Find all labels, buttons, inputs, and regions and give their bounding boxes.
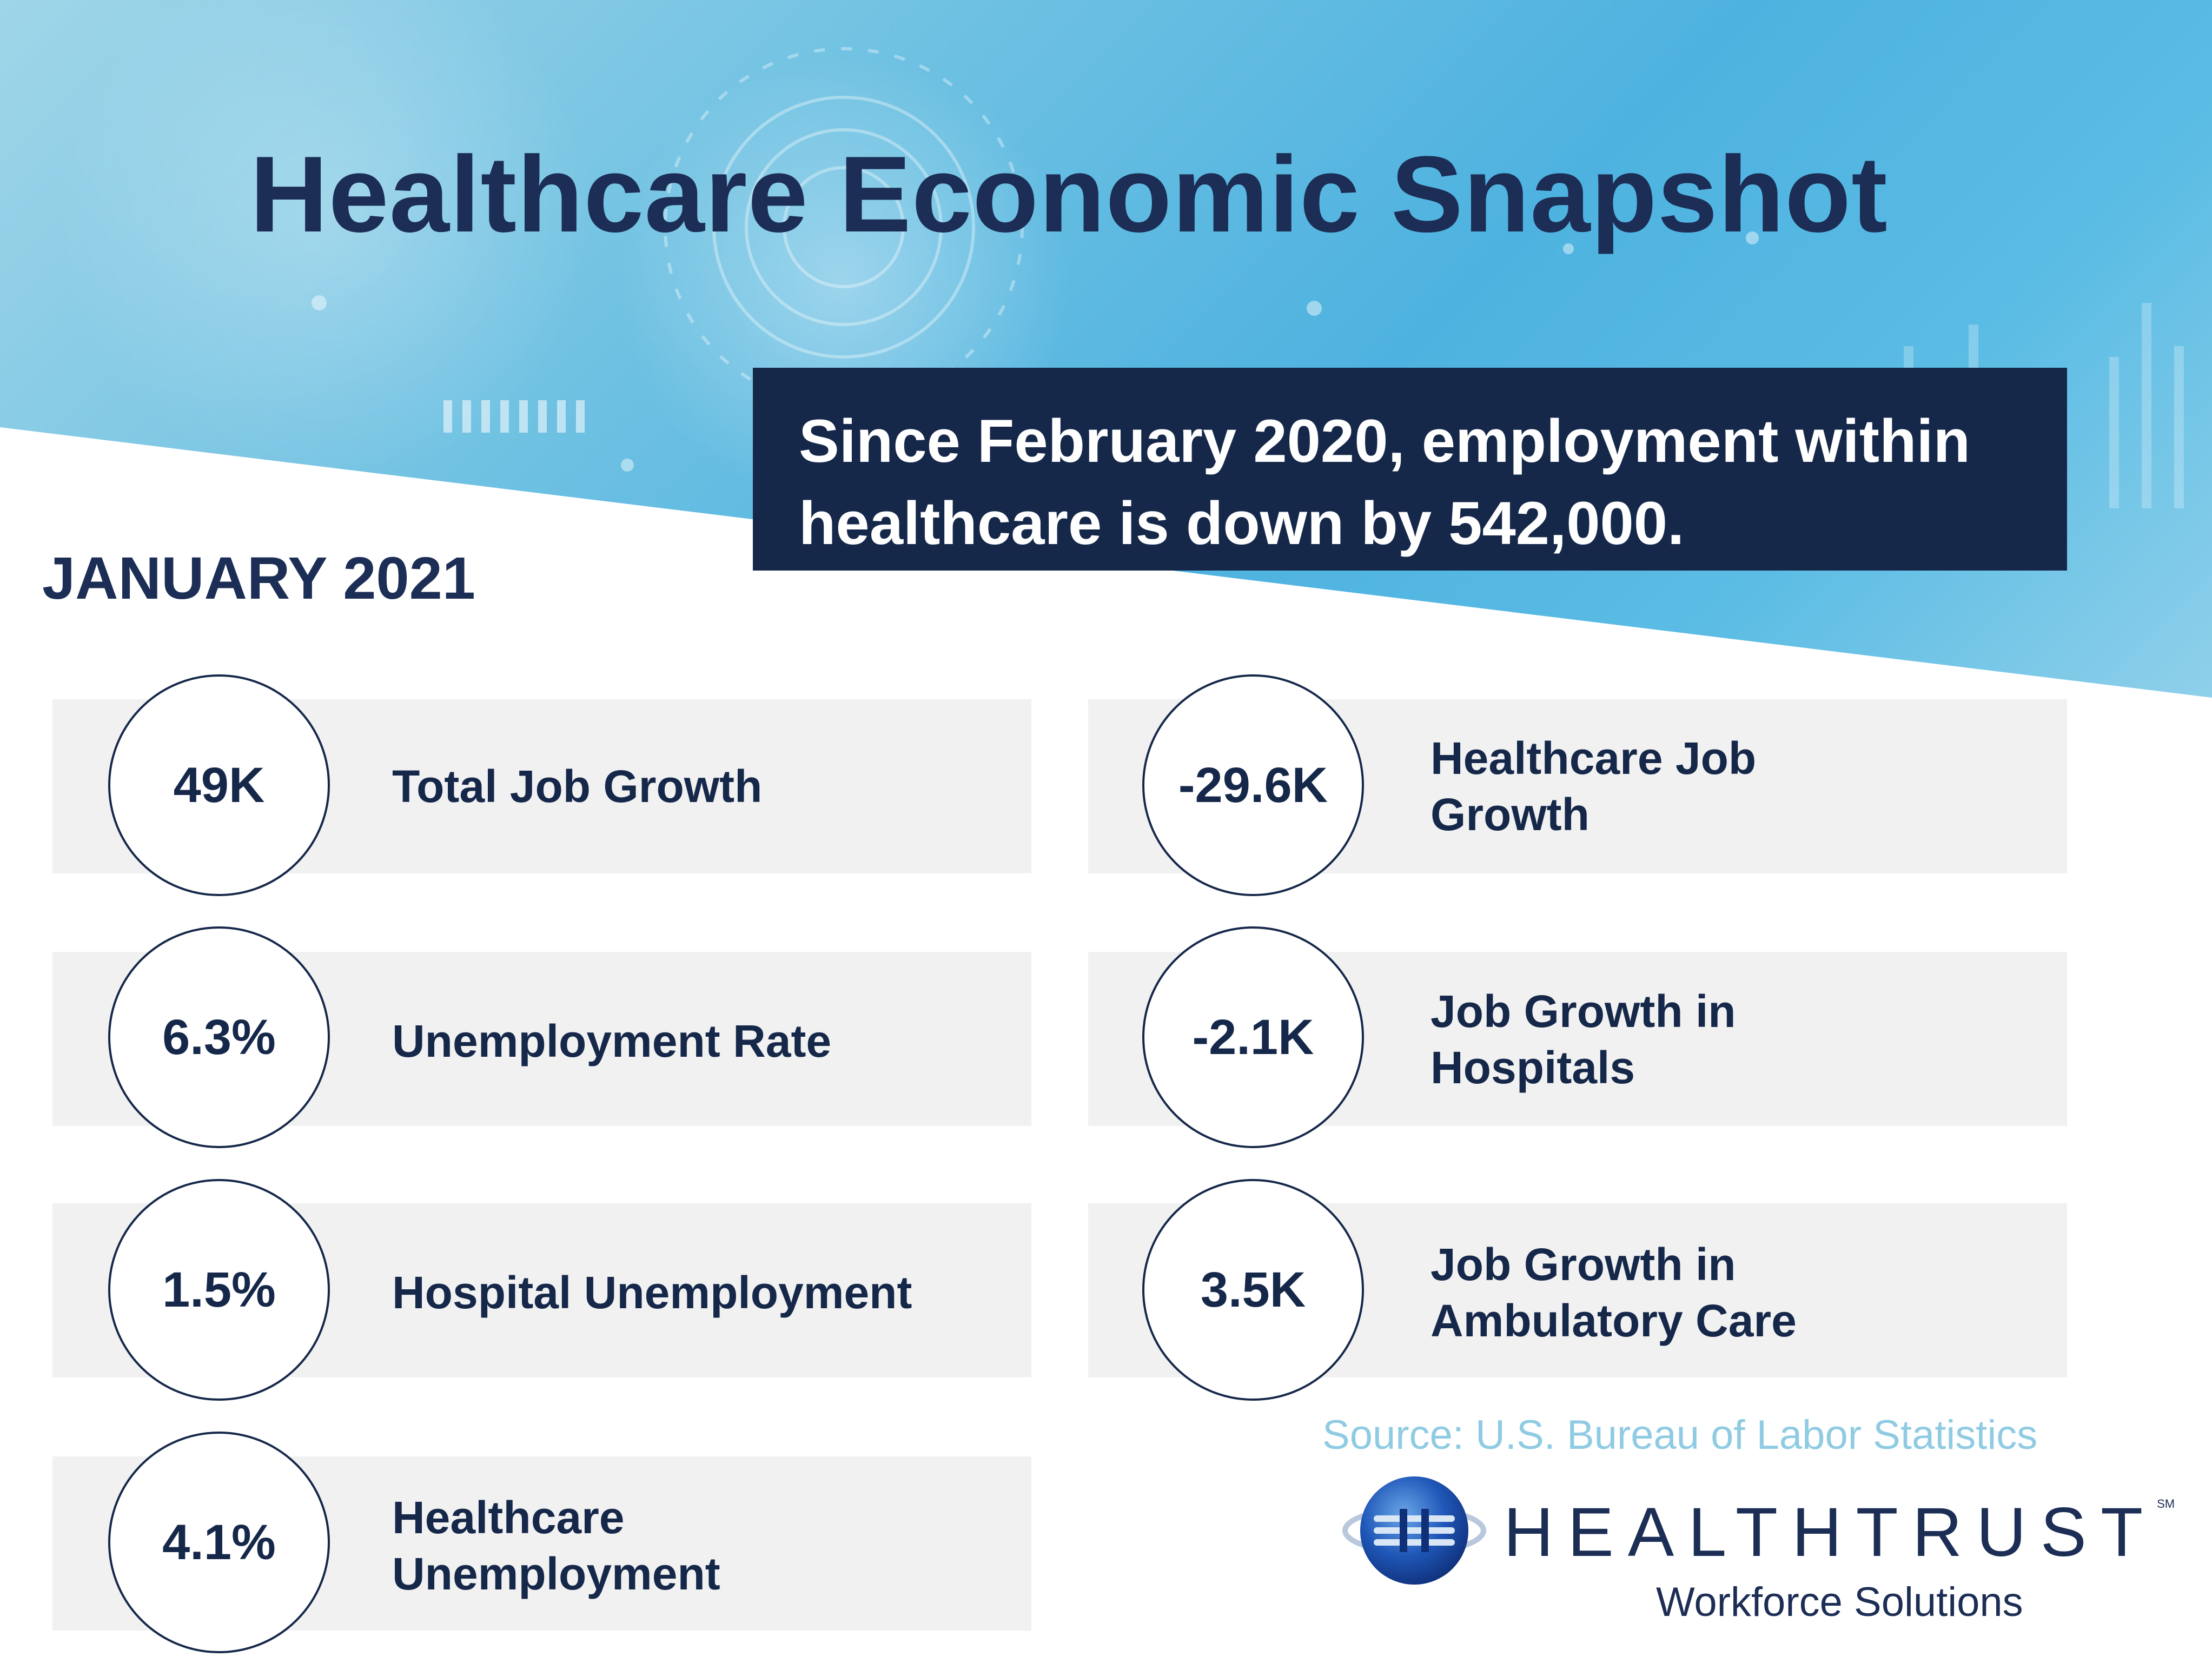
stat-value: 3.5K [1200,1262,1306,1317]
brand-wordmark: HEALTHTRUST [1504,1494,2157,1571]
stat-circle: -2.1K [1142,926,1364,1148]
stat-value: -29.6K [1178,757,1328,813]
globe-logo-icon [1342,1476,1486,1585]
stat-label: Total Job Growth [392,761,763,812]
brand-name: HEALTHTRUSTSM [1504,1498,2175,1567]
page-title: Healthcare Economic Snapshot [250,134,1888,255]
callout-box: Since February 2020, employment within h… [753,368,2067,571]
stat-circle: 6.3% [108,926,330,1148]
brand-subtitle: Workforce Solutions [1656,1579,2023,1625]
stat-value: -2.1K [1192,1009,1314,1065]
source-note: Source: U.S. Bureau of Labor Statistics [1322,1412,2038,1458]
service-mark: SM [2157,1497,2175,1510]
stat-value: 4.1% [162,1514,276,1570]
stat-value: 6.3% [162,1009,276,1065]
stat-circle: 4.1% [108,1432,330,1653]
stat-circle: 49K [108,674,330,896]
stat-label: Job Growth in Hospitals [1430,986,1736,1093]
stat-label: Job Growth in Ambulatory Care [1430,1239,1797,1346]
stat-label: Unemployment Rate [392,1016,832,1066]
stat-label: Hospital Unemployment [392,1267,912,1318]
callout-text: Since February 2020, employment within h… [799,407,1971,557]
stat-circle: 1.5% [108,1179,330,1401]
stat-label: Healthcare Job Growth [1430,733,1757,840]
stat-label: Healthcare Unemployment [392,1492,720,1599]
stat-value: 1.5% [162,1262,276,1317]
stat-circle: 3.5K [1142,1179,1364,1401]
period-heading: JANUARY 2021 [42,545,475,612]
stat-circle: -29.6K [1142,674,1364,896]
stat-value: 49K [173,757,265,813]
